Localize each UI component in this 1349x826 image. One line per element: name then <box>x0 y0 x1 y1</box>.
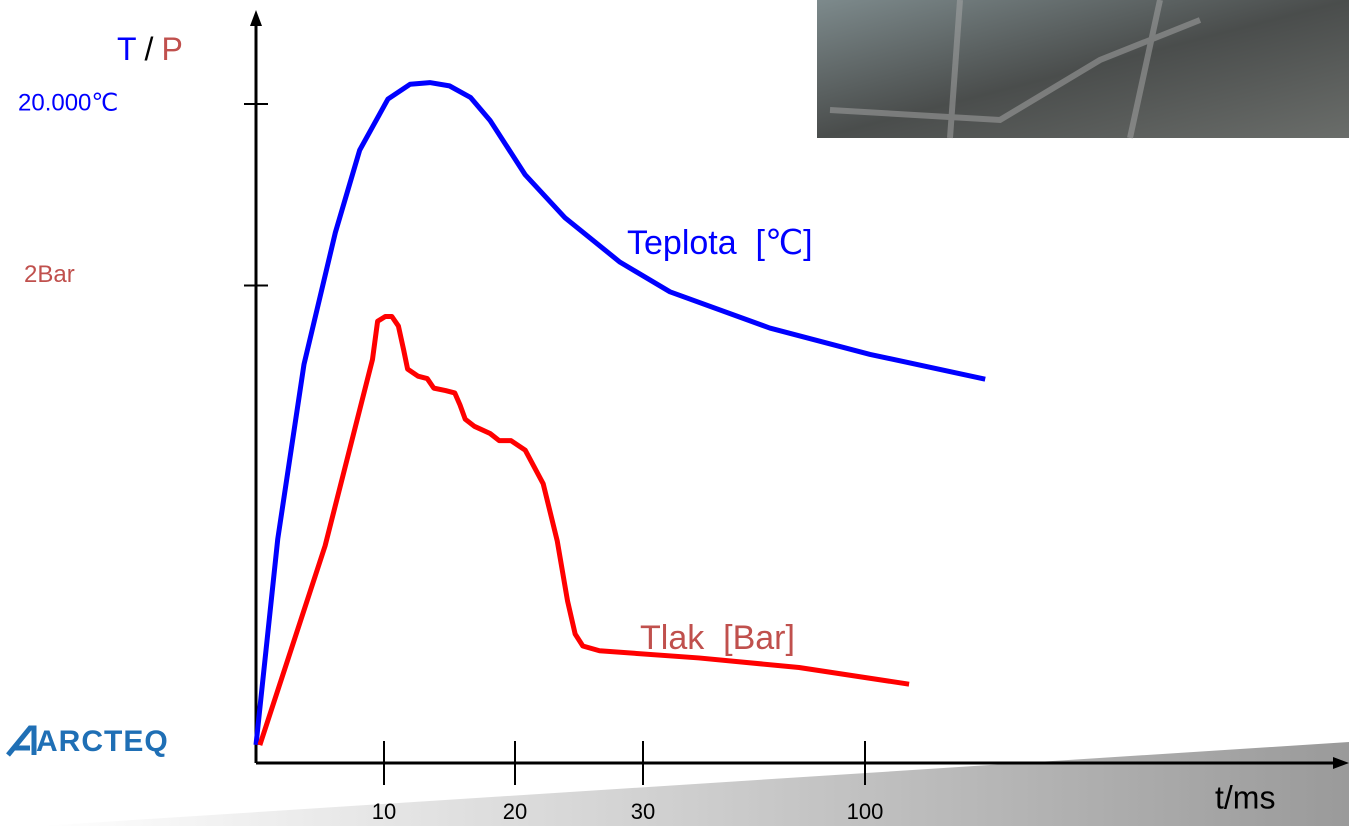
x-axis-label: t/ms <box>1215 779 1275 815</box>
series-label: Teplota [℃] <box>627 224 813 262</box>
x-tick-label: 30 <box>631 799 655 824</box>
y-axis-arrow <box>250 10 262 26</box>
logo: ARCTEQ <box>6 725 169 758</box>
photo-detail <box>829 0 1202 139</box>
x-tick-label: 100 <box>847 799 884 824</box>
series-line <box>253 80 986 746</box>
title-p: P <box>161 31 182 67</box>
logo-mark <box>6 725 37 757</box>
title-sep: / <box>145 31 154 67</box>
x-tick-label: 20 <box>503 799 527 824</box>
y-tick-label: 20.000℃ <box>18 89 118 116</box>
title-t: T <box>117 31 137 67</box>
x-tick-label: 10 <box>372 799 396 824</box>
series-line <box>257 314 910 746</box>
background-swoosh <box>40 742 1349 826</box>
x-axis-arrow <box>1333 757 1349 769</box>
y2-tick-label: 2Bar <box>24 261 75 288</box>
title: T / P <box>117 31 183 67</box>
series-label: Tlak [Bar] <box>640 619 795 657</box>
logo-text: ARCTEQ <box>36 725 169 758</box>
